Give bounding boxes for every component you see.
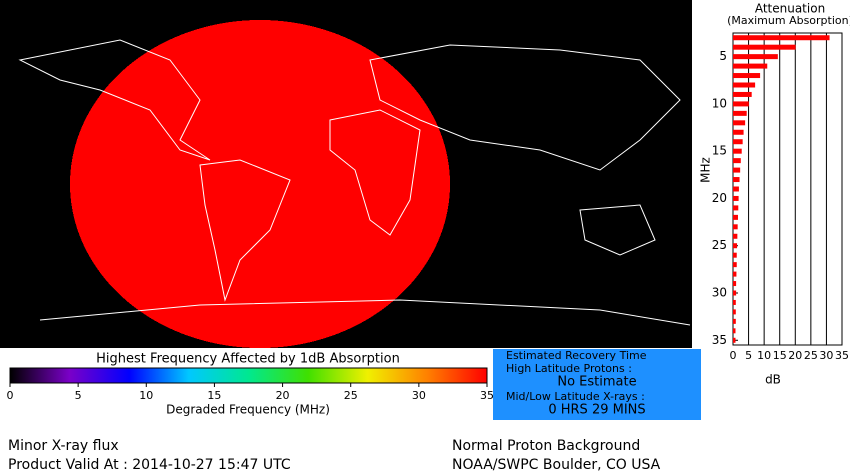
bar (733, 139, 743, 145)
africa (329, 109, 421, 236)
bar (733, 129, 744, 135)
australia (579, 204, 656, 256)
absorption-region (70, 20, 450, 348)
bar (733, 73, 761, 79)
x-tick-label: 35 (835, 349, 849, 362)
bar (733, 186, 739, 192)
chart-title: Attenuation (755, 2, 825, 16)
bar (733, 205, 739, 211)
y-tick-label: 30 (712, 286, 727, 300)
bar (733, 167, 741, 173)
colorbar-tick-label: 10 (139, 389, 153, 402)
y-tick-label: 15 (712, 144, 727, 158)
bar (733, 148, 742, 154)
plot-area (732, 32, 843, 346)
colorbar-tick-label: 20 (276, 389, 290, 402)
bar (733, 214, 738, 220)
footer-text: NOAA/SWPC Boulder, CO USA (452, 457, 661, 473)
x-tick-label: 10 (757, 349, 771, 362)
bar (733, 309, 736, 315)
bar (733, 91, 752, 97)
colorbar-label: Degraded Frequency (MHz) (166, 403, 330, 417)
colorbar-tick-label: 0 (7, 389, 14, 402)
bar (733, 44, 796, 50)
high-value: No Estimate (557, 375, 636, 390)
bar (733, 35, 830, 41)
x-tick-label: 30 (819, 349, 833, 362)
bar (733, 290, 737, 296)
low-value: 0 HRS 29 MINS (548, 403, 645, 418)
x-axis-label: dB (765, 373, 781, 387)
eurasia (369, 44, 681, 171)
x-tick-label: 0 (730, 349, 737, 362)
south-america (199, 159, 291, 302)
colorbar-tick-label: 25 (344, 389, 358, 402)
bar (733, 101, 749, 107)
recovery-box (493, 349, 701, 420)
colorbar-tick-label: 15 (207, 389, 221, 402)
bar (733, 328, 736, 334)
bar (733, 224, 738, 230)
x-tick-label: 25 (804, 349, 818, 362)
y-tick-label: 5 (719, 49, 727, 63)
bar (733, 318, 736, 324)
bar (733, 233, 738, 239)
recovery-title: Estimated Recovery Time (506, 349, 647, 362)
y-tick-label: 25 (712, 238, 727, 252)
footer-text: Product Valid At : 2014-10-27 15:47 UTC (8, 457, 291, 473)
bar (733, 281, 737, 287)
bar (733, 243, 738, 249)
x-tick-label: 15 (773, 349, 787, 362)
x-tick-label: 5 (745, 349, 752, 362)
north-america (18, 39, 211, 161)
x-tick-label: 20 (788, 349, 802, 362)
antarctica (39, 299, 691, 326)
y-tick-label: 10 (712, 96, 727, 110)
bar (733, 54, 778, 60)
bar (733, 262, 737, 268)
bar (733, 195, 739, 201)
bar (733, 177, 740, 183)
panel-bottom (0, 348, 850, 475)
y-tick-label: 20 (712, 191, 727, 205)
footer-text: Normal Proton Background (452, 438, 640, 454)
bar (733, 337, 736, 343)
footer-text: Minor X-ray flux (8, 438, 119, 454)
bar (733, 299, 736, 305)
coastlines (18, 39, 691, 326)
bar (733, 271, 737, 277)
bar (733, 120, 746, 126)
bar (733, 158, 741, 164)
colorbar-tick-label: 5 (75, 389, 82, 402)
bar (733, 110, 747, 116)
colorbar (9, 367, 488, 384)
high-label: High Latitude Protons : (506, 362, 632, 375)
colorbar-tick-label: 35 (480, 389, 494, 402)
colorbar-title: Highest Frequency Affected by 1dB Absorp… (96, 352, 400, 367)
chart-subtitle: (Maximum Absorption) (727, 14, 850, 27)
bar (733, 82, 756, 88)
bar (733, 252, 737, 258)
y-tick-label: 35 (712, 333, 727, 347)
low-label: Mid/Low Latitude X-rays : (506, 390, 645, 403)
bar (733, 63, 768, 69)
colorbar-tick-label: 30 (412, 389, 426, 402)
y-axis-label: MHz (699, 157, 713, 183)
